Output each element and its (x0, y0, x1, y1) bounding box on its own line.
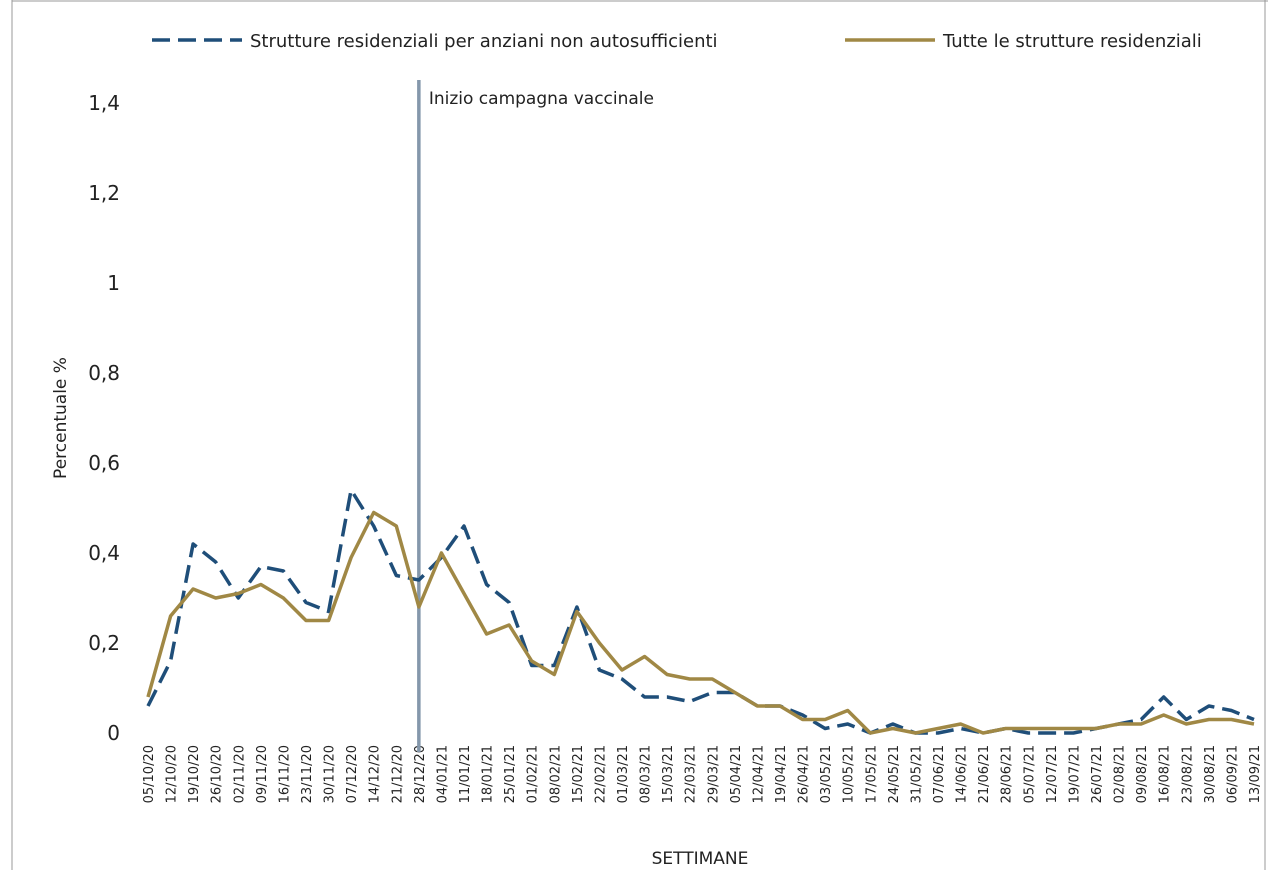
x-tick-label: 06/09/21 (1225, 745, 1240, 803)
x-tick-label: 30/11/20 (323, 745, 338, 803)
x-tick-label: 23/11/20 (300, 745, 315, 803)
x-tick-label: 17/05/21 (864, 745, 879, 803)
x-tick-label: 12/07/21 (1045, 745, 1060, 803)
x-tick-label: 26/10/20 (210, 745, 225, 803)
x-tick-label: 23/08/21 (1180, 745, 1195, 803)
x-tick-label: 19/04/21 (774, 745, 789, 803)
x-tick-label: 07/06/21 (932, 745, 947, 803)
legend-label: Tutte le strutture residenziali (942, 31, 1202, 52)
legend-label: Strutture residenziali per anziani non a… (250, 31, 718, 52)
y-tick-label: 0,8 (88, 361, 120, 385)
x-tick-label: 05/10/20 (142, 745, 157, 803)
x-tick-label: 22/03/21 (684, 745, 699, 803)
x-tick-label: 08/02/21 (548, 745, 563, 803)
x-tick-label: 02/08/21 (1113, 745, 1128, 803)
x-tick-label: 02/11/20 (232, 745, 247, 803)
series-line (146, 488, 1255, 735)
y-tick-label: 1,2 (88, 181, 120, 205)
x-axis-title: SETTIMANE (652, 849, 749, 869)
x-tick-label: 05/04/21 (729, 745, 744, 803)
y-tick-label: 0 (107, 721, 120, 745)
y-tick-label: 0,6 (88, 451, 120, 475)
x-tick-label: 31/05/21 (909, 745, 924, 803)
x-tick-label: 13/09/21 (1248, 745, 1263, 803)
series-line (146, 510, 1255, 735)
x-tick-label: 28/06/21 (1000, 745, 1015, 803)
x-tick-label: 21/06/21 (977, 745, 992, 803)
x-tick-label: 16/11/20 (277, 745, 292, 803)
y-axis-title: Percentuale % (51, 357, 71, 479)
x-tick-label: 19/10/20 (187, 745, 202, 803)
x-tick-label: 28/12/20 (413, 745, 428, 803)
x-tick-label: 26/07/21 (1090, 745, 1105, 803)
y-tick-label: 0,2 (88, 631, 120, 655)
x-tick-label: 16/08/21 (1158, 745, 1173, 803)
x-tick-label: 29/03/21 (706, 745, 721, 803)
x-tick-label: 14/12/20 (368, 745, 383, 803)
x-tick-label: 18/01/21 (481, 745, 496, 803)
x-tick-label: 08/03/21 (639, 745, 654, 803)
x-tick-label: 07/12/20 (345, 745, 360, 803)
x-tick-label: 19/07/21 (1067, 745, 1082, 803)
x-tick-label: 21/12/20 (390, 745, 405, 803)
x-tick-label: 01/02/21 (526, 745, 541, 803)
annotation-label: Inizio campagna vaccinale (429, 89, 654, 109)
x-tick-label: 12/04/21 (751, 745, 766, 803)
x-tick-label: 12/10/20 (165, 745, 180, 803)
y-tick-label: 0,4 (88, 541, 120, 565)
x-tick-label: 01/03/21 (616, 745, 631, 803)
x-tick-label: 22/02/21 (593, 745, 608, 803)
x-tick-label: 30/08/21 (1203, 745, 1218, 803)
x-tick-label: 15/03/21 (661, 745, 676, 803)
x-tick-label: 14/06/21 (955, 745, 970, 803)
x-tick-label: 10/05/21 (842, 745, 857, 803)
x-tick-label: 24/05/21 (887, 745, 902, 803)
y-tick-label: 1,4 (88, 91, 120, 115)
x-tick-label: 04/01/21 (435, 745, 450, 803)
x-tick-label: 26/04/21 (797, 745, 812, 803)
x-tick-label: 09/08/21 (1135, 745, 1150, 803)
x-tick-label: 03/05/21 (819, 745, 834, 803)
x-tick-label: 09/11/20 (255, 745, 270, 803)
x-tick-label: 25/01/21 (503, 745, 518, 803)
y-tick-label: 1 (107, 271, 120, 295)
x-tick-label: 05/07/21 (1022, 745, 1037, 803)
x-tick-label: 15/02/21 (571, 745, 586, 803)
x-tick-label: 11/01/21 (458, 745, 473, 803)
